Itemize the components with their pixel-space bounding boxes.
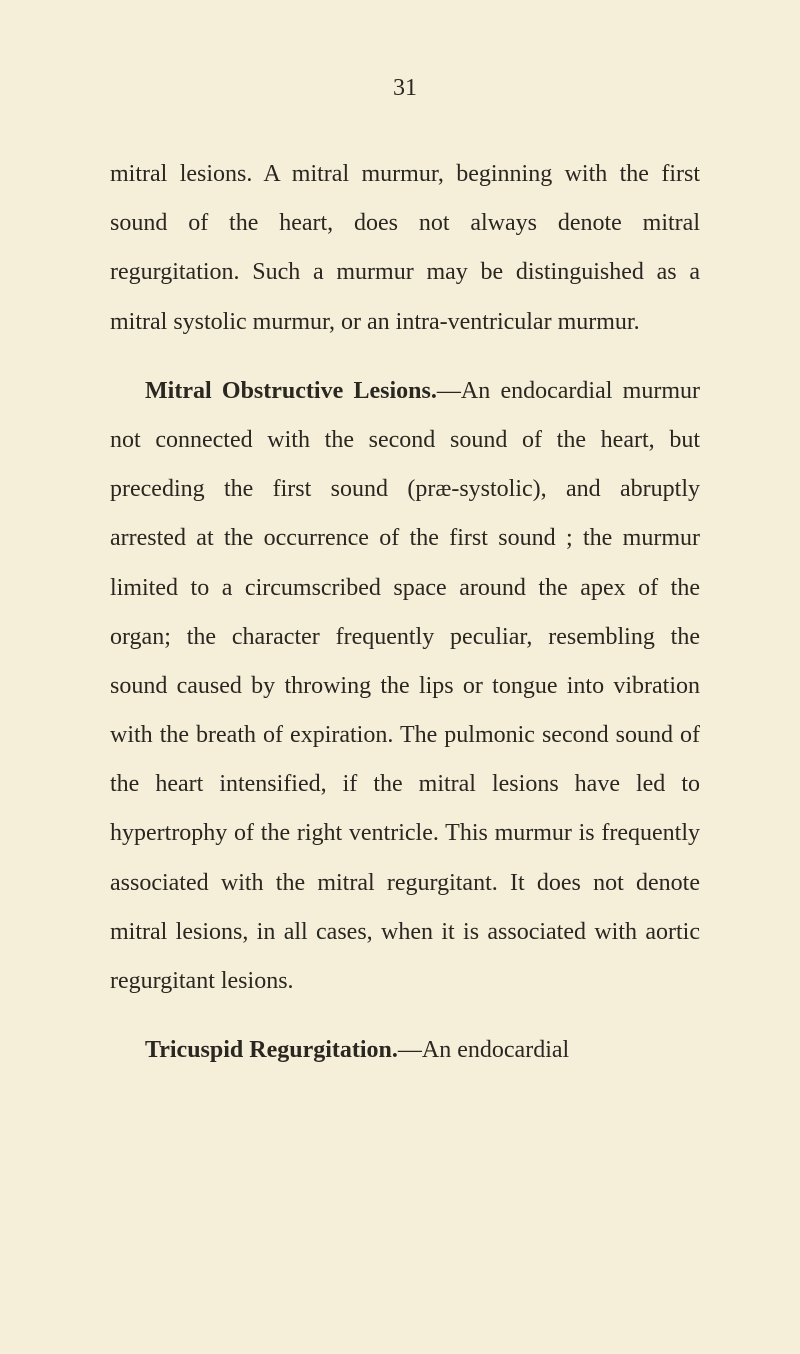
heading-tricuspid: Tricuspid Regurgitation.	[145, 1037, 398, 1063]
heading-mitral-obstructive: Mitral Obstructive Lesions.	[145, 378, 437, 404]
paragraph-3-body: —An endocardial	[398, 1037, 569, 1063]
page-number: 31	[110, 75, 700, 102]
paragraph-2-body: —An endocardial murmur not connected wit…	[110, 378, 700, 994]
paragraph-2: Mitral Obstructive Lesions.—An endocardi…	[110, 367, 700, 1006]
paragraph-1: mitral lesions. A mitral murmur, beginni…	[110, 150, 700, 347]
paragraph-3: Tricuspid Regurgitation.—An endocardial	[110, 1026, 700, 1075]
